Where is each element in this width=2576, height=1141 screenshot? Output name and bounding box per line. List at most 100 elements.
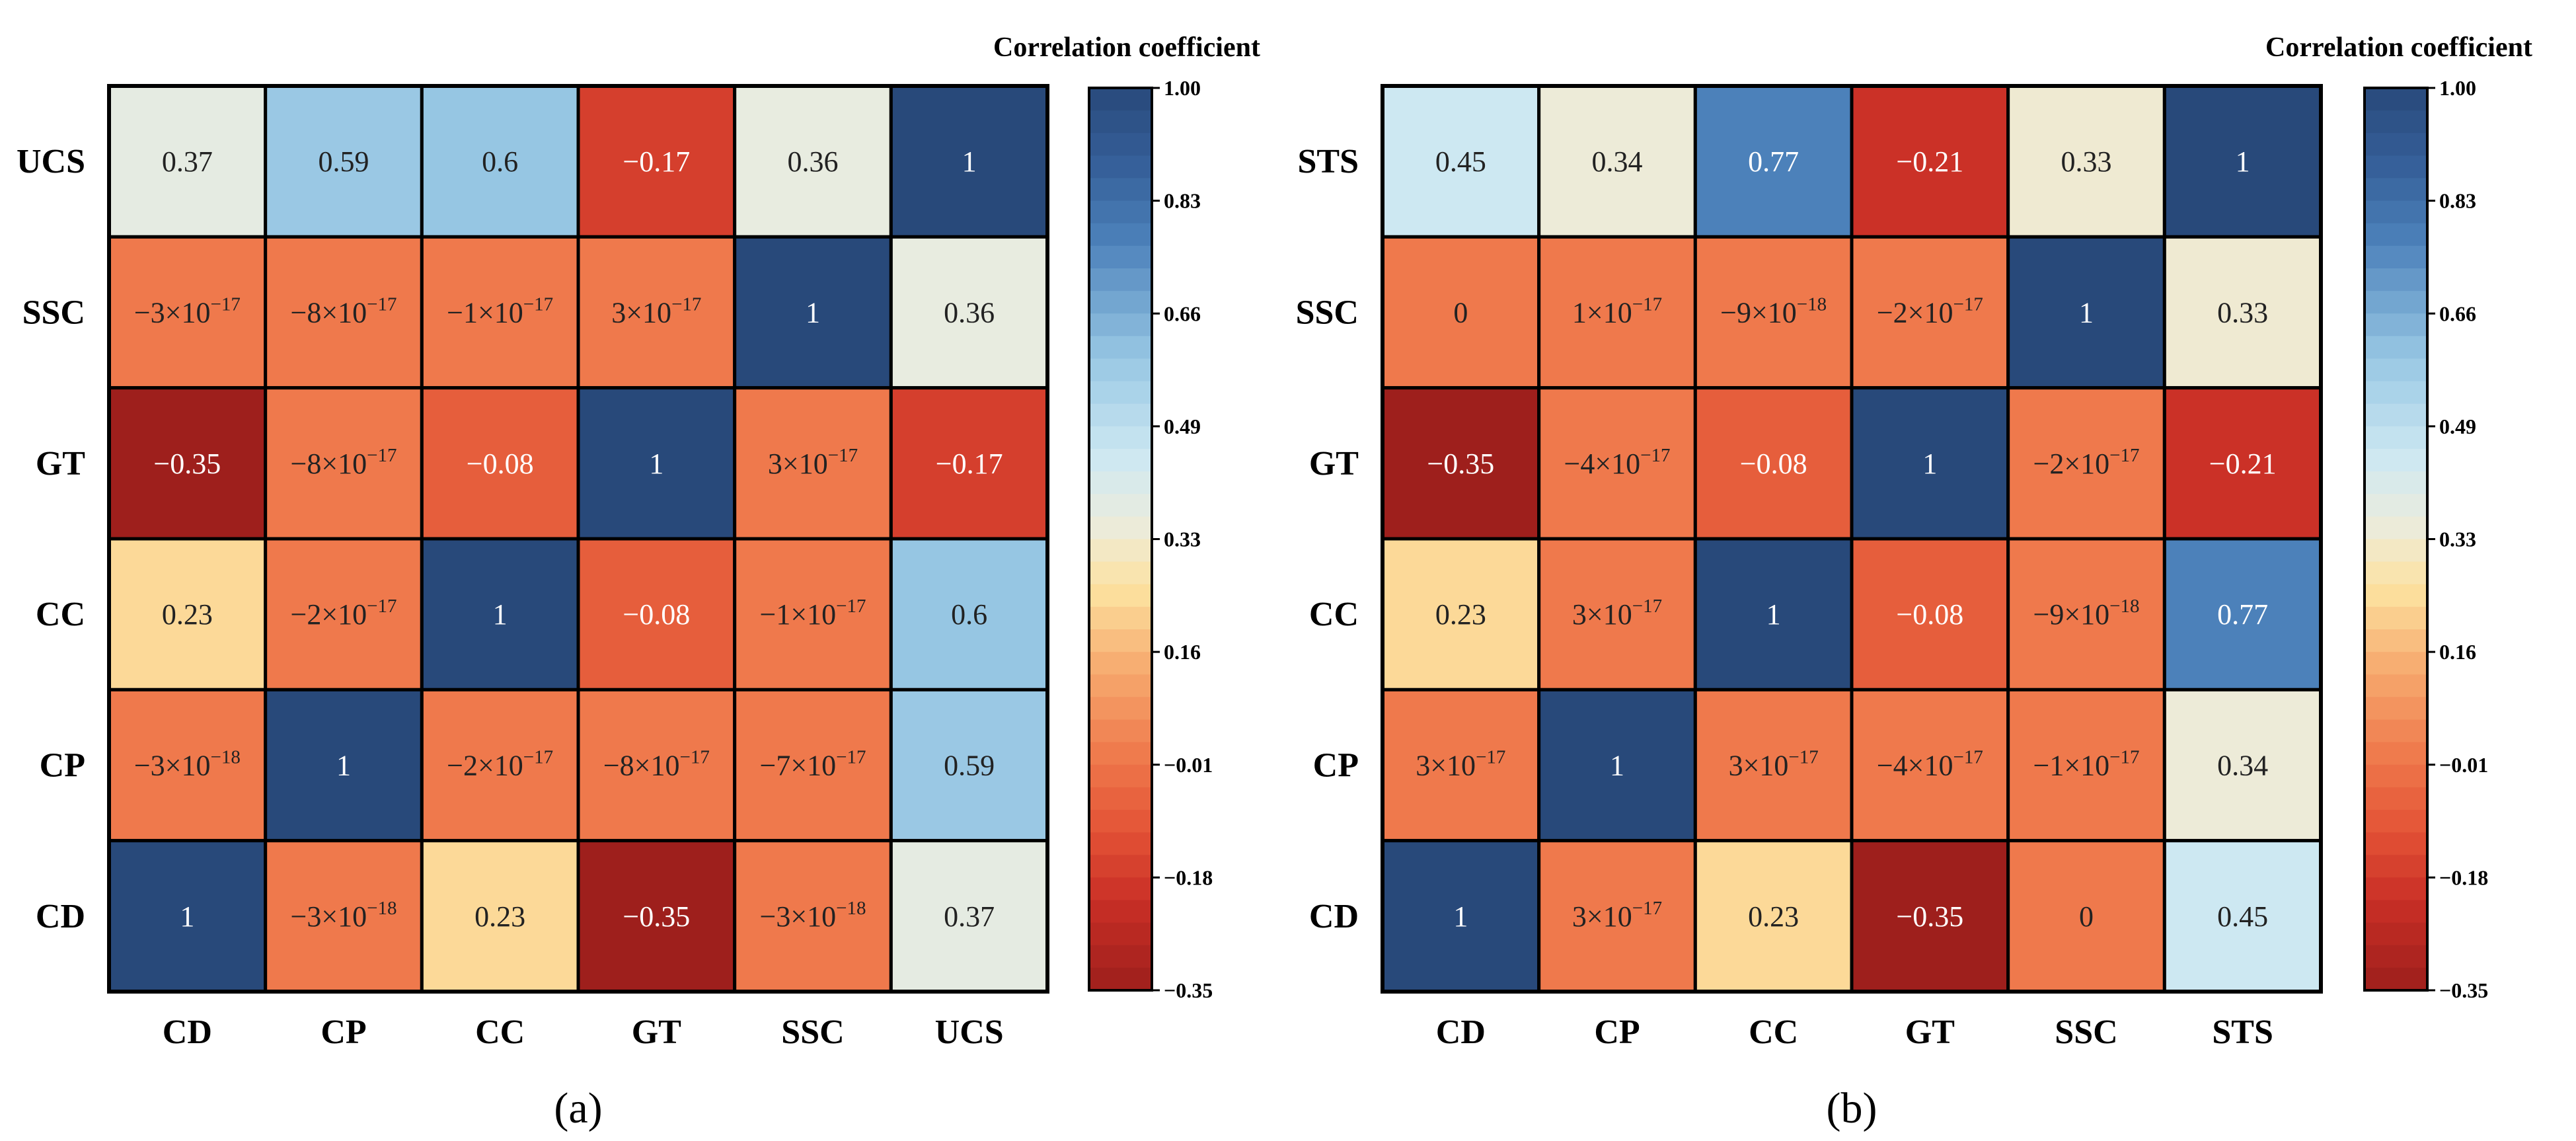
y-axis-label: SSC xyxy=(1296,294,1359,332)
x-axis-label: CD xyxy=(163,1013,212,1051)
cell-value-label: 0.23 xyxy=(162,598,213,631)
colorbar-segment xyxy=(2365,787,2427,810)
colorbar-segment xyxy=(2365,719,2427,743)
heatmap-cell xyxy=(889,235,1049,390)
cell-value-label: 0.23 xyxy=(1748,900,1799,933)
cell-value-label: 3×10−17 xyxy=(768,445,858,480)
colorbar-segment xyxy=(2365,652,2427,676)
heatmap-cell xyxy=(1381,386,1541,541)
y-axis-label: CC xyxy=(36,596,85,633)
colorbar-segment xyxy=(1089,967,1152,991)
heatmap-cell xyxy=(1850,688,2010,843)
cell-value-label: 0.59 xyxy=(319,145,369,178)
cell-value-label: 1 xyxy=(493,598,508,631)
colorbar-segment xyxy=(2365,967,2427,991)
colorbar-tick-label: 1.00 xyxy=(2439,76,2476,100)
cell-value-label: 0 xyxy=(1453,297,1468,329)
cell-value-label: −0.08 xyxy=(1896,598,1963,631)
colorbar-segment xyxy=(2365,764,2427,788)
colorbar-tick-label: 0.83 xyxy=(1164,189,1201,213)
cell-value-label: 1 xyxy=(1610,750,1624,782)
colorbar-segment xyxy=(2365,426,2427,450)
cell-value-label: 1 xyxy=(962,145,977,178)
colorbar-segment xyxy=(2365,877,2427,901)
colorbar-segment xyxy=(2365,494,2427,518)
heatmap-cell xyxy=(2006,537,2166,691)
cell-value-label: −7×10−17 xyxy=(760,747,866,782)
cell-value-label: −1×10−17 xyxy=(2033,747,2140,782)
colorbar-tick-label: 0.49 xyxy=(1164,414,1201,438)
colorbar-segment xyxy=(1089,245,1152,269)
colorbar-segment xyxy=(1089,652,1152,676)
colorbar-segment xyxy=(1089,742,1152,766)
heatmap-cell xyxy=(733,235,893,390)
heatmap-cell xyxy=(576,386,737,541)
colorbar-segment xyxy=(2365,336,2427,360)
panel-label: (b) xyxy=(1827,1084,1877,1132)
heatmap-cell xyxy=(2162,235,2323,390)
heatmap-cell xyxy=(889,537,1049,691)
colorbar-segment xyxy=(2365,832,2427,856)
cell-value-label: −1×10−17 xyxy=(447,294,553,329)
colorbar-segment xyxy=(2365,403,2427,427)
heatmap-cell xyxy=(576,235,737,390)
cell-value-label: −2×10−17 xyxy=(291,596,397,631)
cell-value-label: 1 xyxy=(180,900,194,933)
colorbar-segment xyxy=(1089,922,1152,946)
colorbar-segment xyxy=(1089,539,1152,563)
cell-value-label: 1 xyxy=(649,448,663,480)
cell-value-label: 1 xyxy=(336,750,351,782)
heatmap-cell xyxy=(264,839,424,994)
colorbar-segment xyxy=(1089,178,1152,202)
colorbar-segment xyxy=(2365,268,2427,292)
colorbar-tick-label: −0.18 xyxy=(2439,865,2488,889)
cell-value-label: −4×10−17 xyxy=(1877,747,1983,782)
colorbar-segment xyxy=(1089,945,1152,968)
cell-value-label: 0.23 xyxy=(474,900,525,933)
cell-value-label: −0.17 xyxy=(623,145,690,178)
colorbar-segment xyxy=(2365,742,2427,766)
cell-value-label: −2×10−17 xyxy=(1877,294,1983,329)
x-axis-label: UCS xyxy=(935,1013,1004,1051)
heatmap-cell xyxy=(2006,688,2166,843)
colorbar-segment xyxy=(1089,855,1152,879)
y-axis-label: CD xyxy=(36,898,85,935)
colorbar-segment xyxy=(2365,945,2427,968)
colorbar-segment xyxy=(1089,787,1152,810)
y-axis-label: CD xyxy=(1309,898,1359,935)
cell-value-label: −1×10−17 xyxy=(760,596,866,631)
cell-value-label: 0.36 xyxy=(944,297,995,329)
heatmap-cell xyxy=(264,386,424,541)
y-axis-label: CC xyxy=(1309,596,1359,633)
colorbar-segment xyxy=(2365,855,2427,879)
colorbar-tick-label: 0.16 xyxy=(2439,640,2476,664)
heatmap-panel-a: 0.37 0.59 0.6 −0.17 0.36 1 −3×10−17 −8×10−17 −1×… xyxy=(17,32,1260,1132)
colorbar-segment xyxy=(1089,426,1152,450)
colorbar-tick-label: 0.33 xyxy=(2439,528,2476,551)
heatmap-cell xyxy=(1850,839,2010,994)
colorbar-segment xyxy=(1089,494,1152,518)
heatmap-cell xyxy=(107,688,268,843)
colorbar-segment xyxy=(2365,449,2427,472)
colorbar-segment xyxy=(1089,223,1152,247)
y-axis-label: SSC xyxy=(22,294,85,332)
x-axis-label: CP xyxy=(1594,1013,1640,1051)
cell-value-label: −8×10−17 xyxy=(291,294,397,329)
colorbar-tick-label: 0.16 xyxy=(1164,640,1201,664)
colorbar-segment xyxy=(2365,245,2427,269)
colorbar-segment xyxy=(1089,697,1152,721)
cell-value-label: 3×10−17 xyxy=(1416,747,1505,782)
heatmap-cell xyxy=(2162,537,2323,691)
heatmap-cell xyxy=(576,688,737,843)
cell-value-label: 0.37 xyxy=(944,900,995,933)
colorbar-segment xyxy=(2365,291,2427,315)
colorbar-tick-label: 0.66 xyxy=(2439,301,2476,325)
colorbar-segment xyxy=(1089,877,1152,901)
heatmap-cell xyxy=(2006,839,2166,994)
heatmap-cell xyxy=(1693,839,1854,994)
heatmap-cell xyxy=(264,84,424,239)
heatmap-cell xyxy=(2006,235,2166,390)
heatmap-cell xyxy=(1537,839,1697,994)
colorbar-segment xyxy=(1089,471,1152,495)
heatmap-cell xyxy=(1693,386,1854,541)
